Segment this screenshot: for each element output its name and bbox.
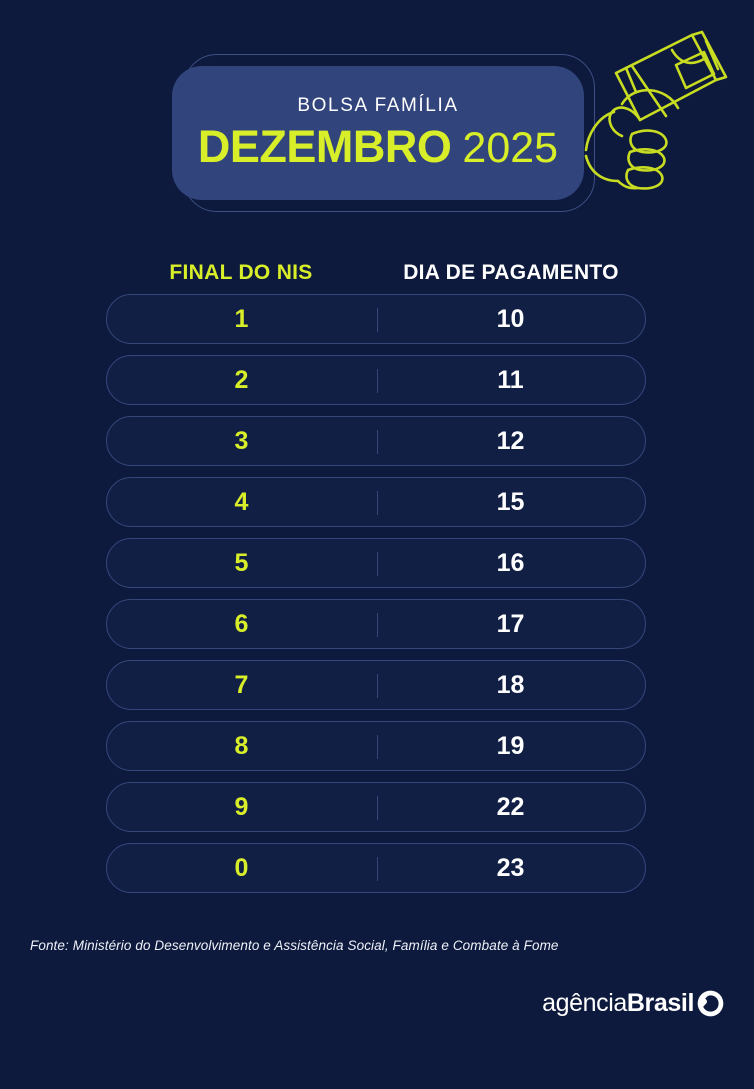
cell-dia-de-pagamento: 23 (496, 853, 525, 882)
agencia-brasil-logo[interactable]: agência Brasil (542, 988, 724, 1018)
row-column-divider (377, 857, 379, 881)
row-column-divider (377, 430, 379, 454)
cell-dia-de-pagamento: 22 (496, 792, 525, 821)
program-name: BOLSA FAMÍLIA (297, 95, 459, 116)
table-row: 9 22 (106, 782, 646, 832)
row-column-divider (377, 674, 379, 698)
cell-dia-de-pagamento: 10 (496, 304, 525, 333)
cell-final-do-nis: 8 (234, 731, 249, 760)
cell-final-do-nis: 4 (234, 487, 249, 516)
table-row: 7 18 (106, 660, 646, 710)
page-title: DEZEMBRO 2025 (198, 124, 558, 170)
cell-final-do-nis: 2 (234, 365, 249, 394)
row-column-divider (377, 308, 379, 332)
table-row: 3 12 (106, 416, 646, 466)
row-column-divider (377, 491, 379, 515)
table-row: 5 16 (106, 538, 646, 588)
row-column-divider (377, 735, 379, 759)
cell-dia-de-pagamento: 12 (496, 426, 525, 455)
column-header-dia-de-pagamento: DIA DE PAGAMENTO (403, 260, 619, 284)
row-column-divider (377, 552, 379, 576)
cell-final-do-nis: 5 (234, 548, 249, 577)
cell-final-do-nis: 7 (234, 670, 249, 699)
table-row: 4 15 (106, 477, 646, 527)
cell-final-do-nis: 9 (234, 792, 249, 821)
source-note: Fonte: Ministério do Desenvolvimento e A… (30, 938, 559, 953)
cell-final-do-nis: 6 (234, 609, 249, 638)
row-column-divider (377, 613, 379, 637)
cell-final-do-nis: 0 (234, 853, 249, 882)
header-card: BOLSA FAMÍLIA DEZEMBRO 2025 (172, 66, 584, 200)
cell-dia-de-pagamento: 17 (496, 609, 525, 638)
agencia-brasil-circle-mark-icon (697, 990, 724, 1016)
cell-final-do-nis: 1 (234, 304, 249, 333)
cell-dia-de-pagamento: 15 (496, 487, 525, 516)
cell-dia-de-pagamento: 19 (496, 731, 525, 760)
table-header-row: FINAL DO NIS DIA DE PAGAMENTO (106, 255, 646, 289)
table-row: 1 10 (106, 294, 646, 344)
logo-text-brasil: Brasil (626, 988, 694, 1017)
cell-dia-de-pagamento: 16 (496, 548, 525, 577)
table-row: 6 17 (106, 599, 646, 649)
table-row: 0 23 (106, 843, 646, 893)
title-month: DEZEMBRO (197, 121, 452, 172)
payment-schedule-table: 1 10 2 11 3 12 4 15 5 16 6 17 7 18 8 19 9 22 0 23 (106, 294, 646, 904)
column-header-final-do-nis: FINAL DO NIS (169, 260, 313, 284)
hand-holding-banknotes-icon (584, 30, 728, 190)
row-column-divider (377, 369, 379, 393)
title-year: 2025 (462, 124, 559, 172)
table-row: 2 11 (106, 355, 646, 405)
table-row: 8 19 (106, 721, 646, 771)
row-column-divider (377, 796, 379, 820)
cell-final-do-nis: 3 (234, 426, 249, 455)
logo-text-agencia: agência (542, 988, 627, 1017)
cell-dia-de-pagamento: 18 (496, 670, 525, 699)
header-zone: BOLSA FAMÍLIA DEZEMBRO 2025 (0, 0, 754, 232)
cell-dia-de-pagamento: 11 (497, 365, 524, 394)
